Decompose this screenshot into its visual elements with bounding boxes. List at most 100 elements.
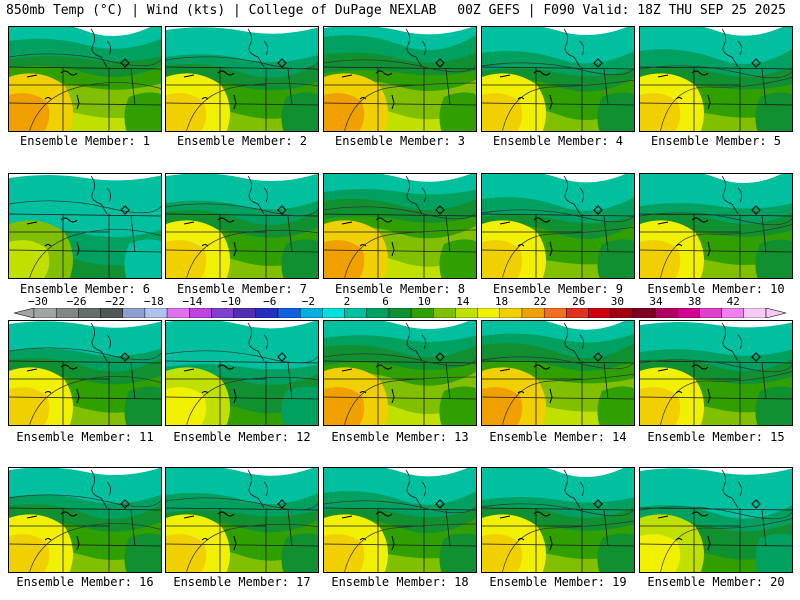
height-contours [482,62,634,131]
ensemble-member-map [8,173,162,279]
colorbar-bin [100,308,123,318]
colorbar-bin [410,308,434,318]
colorbar-tick-label: 30 [610,295,624,308]
temperature-colorbar: −30 −26 −22 −18 −14 −10 −6 −2 2 6 10 14 18 22 26 30 34 38… [0,296,800,322]
ensemble-member-map [639,26,793,132]
height-contours [640,359,792,425]
colorbar-bin [477,308,501,318]
cool-region [755,533,792,572]
colorbar-bin [322,308,345,318]
colorbar-tick-label: −6 [263,295,277,308]
colorbar-bin [654,308,678,318]
height-contours [9,53,161,131]
ensemble-member-label: Ensemble Member: 20 [647,575,785,589]
wind-barbs [26,352,130,404]
ensemble-member-map [8,320,162,426]
cool-region [124,239,161,278]
wind-barbs [183,58,287,110]
colorbar-tick-label: −14 [182,295,203,308]
map-valid-time: 00Z GEFS | F090 Valid: 18Z THU SEP 25 20… [457,3,786,18]
colorbar-bin [566,308,589,318]
colorbar-bin [543,308,567,318]
height-contours [640,506,792,572]
colorbar-tick-label: 10 [417,295,431,308]
state-borders [640,322,792,425]
warmest-region [324,534,365,572]
ensemble-member-label: Ensemble Member: 8 [334,282,466,296]
colorbar-tick-label: −22 [105,295,126,308]
colorbar-bin [233,308,257,318]
height-contours [482,356,634,425]
ensemble-member-map [165,320,319,426]
height-contours [9,200,161,278]
ensemble-member-map [639,467,793,573]
wind-barbs [657,499,761,551]
warmest-region [482,93,523,131]
colorbar-bin [299,308,323,318]
colorbar-bin [677,308,700,318]
colorbar-tick-label: 34 [649,295,663,308]
warmest-region [9,534,50,572]
ensemble-member-map [165,467,319,573]
ensemble-member-label: Ensemble Member: 16 [16,575,154,589]
height-contours [9,494,161,572]
ensemble-member-label: Ensemble Member: 7 [176,282,308,296]
colorbar-tick-label: 22 [533,295,547,308]
warmest-region [482,387,523,425]
colorbar-tick-label: 26 [572,295,586,308]
warmest-region [324,387,365,425]
colorbar-bin [521,308,545,318]
colorbar-bin [632,308,656,318]
ensemble-member-label: Ensemble Member: 6 [19,282,151,296]
state-borders [640,175,792,278]
cool-region [755,386,792,425]
colorbar-bin [699,308,722,318]
wind-barbs [657,205,761,257]
colorbar-tick-label: 14 [456,295,470,308]
colorbar-max-arrow [765,308,787,318]
colorbar-bin [55,308,79,318]
ensemble-member-label: Ensemble Member: 15 [647,430,785,444]
warmest-region [640,534,681,572]
ensemble-member-map [165,173,319,279]
height-contours [166,497,318,572]
height-contours [324,353,476,425]
ensemble-member-map [481,320,635,426]
cool-region [124,533,161,572]
colorbar-bin [211,308,234,318]
ensemble-member-map [323,173,477,279]
state-borders [640,28,792,131]
colorbar-bin [344,308,367,318]
cool-region [755,239,792,278]
cool-region [755,92,792,131]
wind-barbs [341,352,445,404]
wind-barbs [499,58,603,110]
colorbar-bin [166,308,190,318]
wind-barbs [657,58,761,110]
cool-region [597,386,634,425]
warmest-region [166,387,207,425]
cool-region [439,386,476,425]
state-borders [482,28,634,131]
state-borders [9,175,161,278]
ensemble-member-map [8,26,162,132]
warmest-region [640,240,681,278]
warmest-region [482,534,523,572]
ensemble-member-label: Ensemble Member: 5 [650,134,782,148]
cool-region [281,239,318,278]
colorbar-bin [144,308,168,318]
map-title: 850mb Temp (°C) | Wind (kts) | College o… [6,3,437,18]
ensemble-member-label: Ensemble Member: 4 [492,134,624,148]
cool-region [281,92,318,131]
cool-region [439,533,476,572]
colorbar-bin [78,308,101,318]
colorbar-bin [455,308,478,318]
height-contours [640,65,792,131]
state-borders [640,469,792,572]
colorbar-bin [189,308,212,318]
warmest-region [324,240,365,278]
wind-barbs [341,205,445,257]
height-contours [324,206,476,278]
cool-region [439,239,476,278]
colorbar-bin [499,308,523,318]
